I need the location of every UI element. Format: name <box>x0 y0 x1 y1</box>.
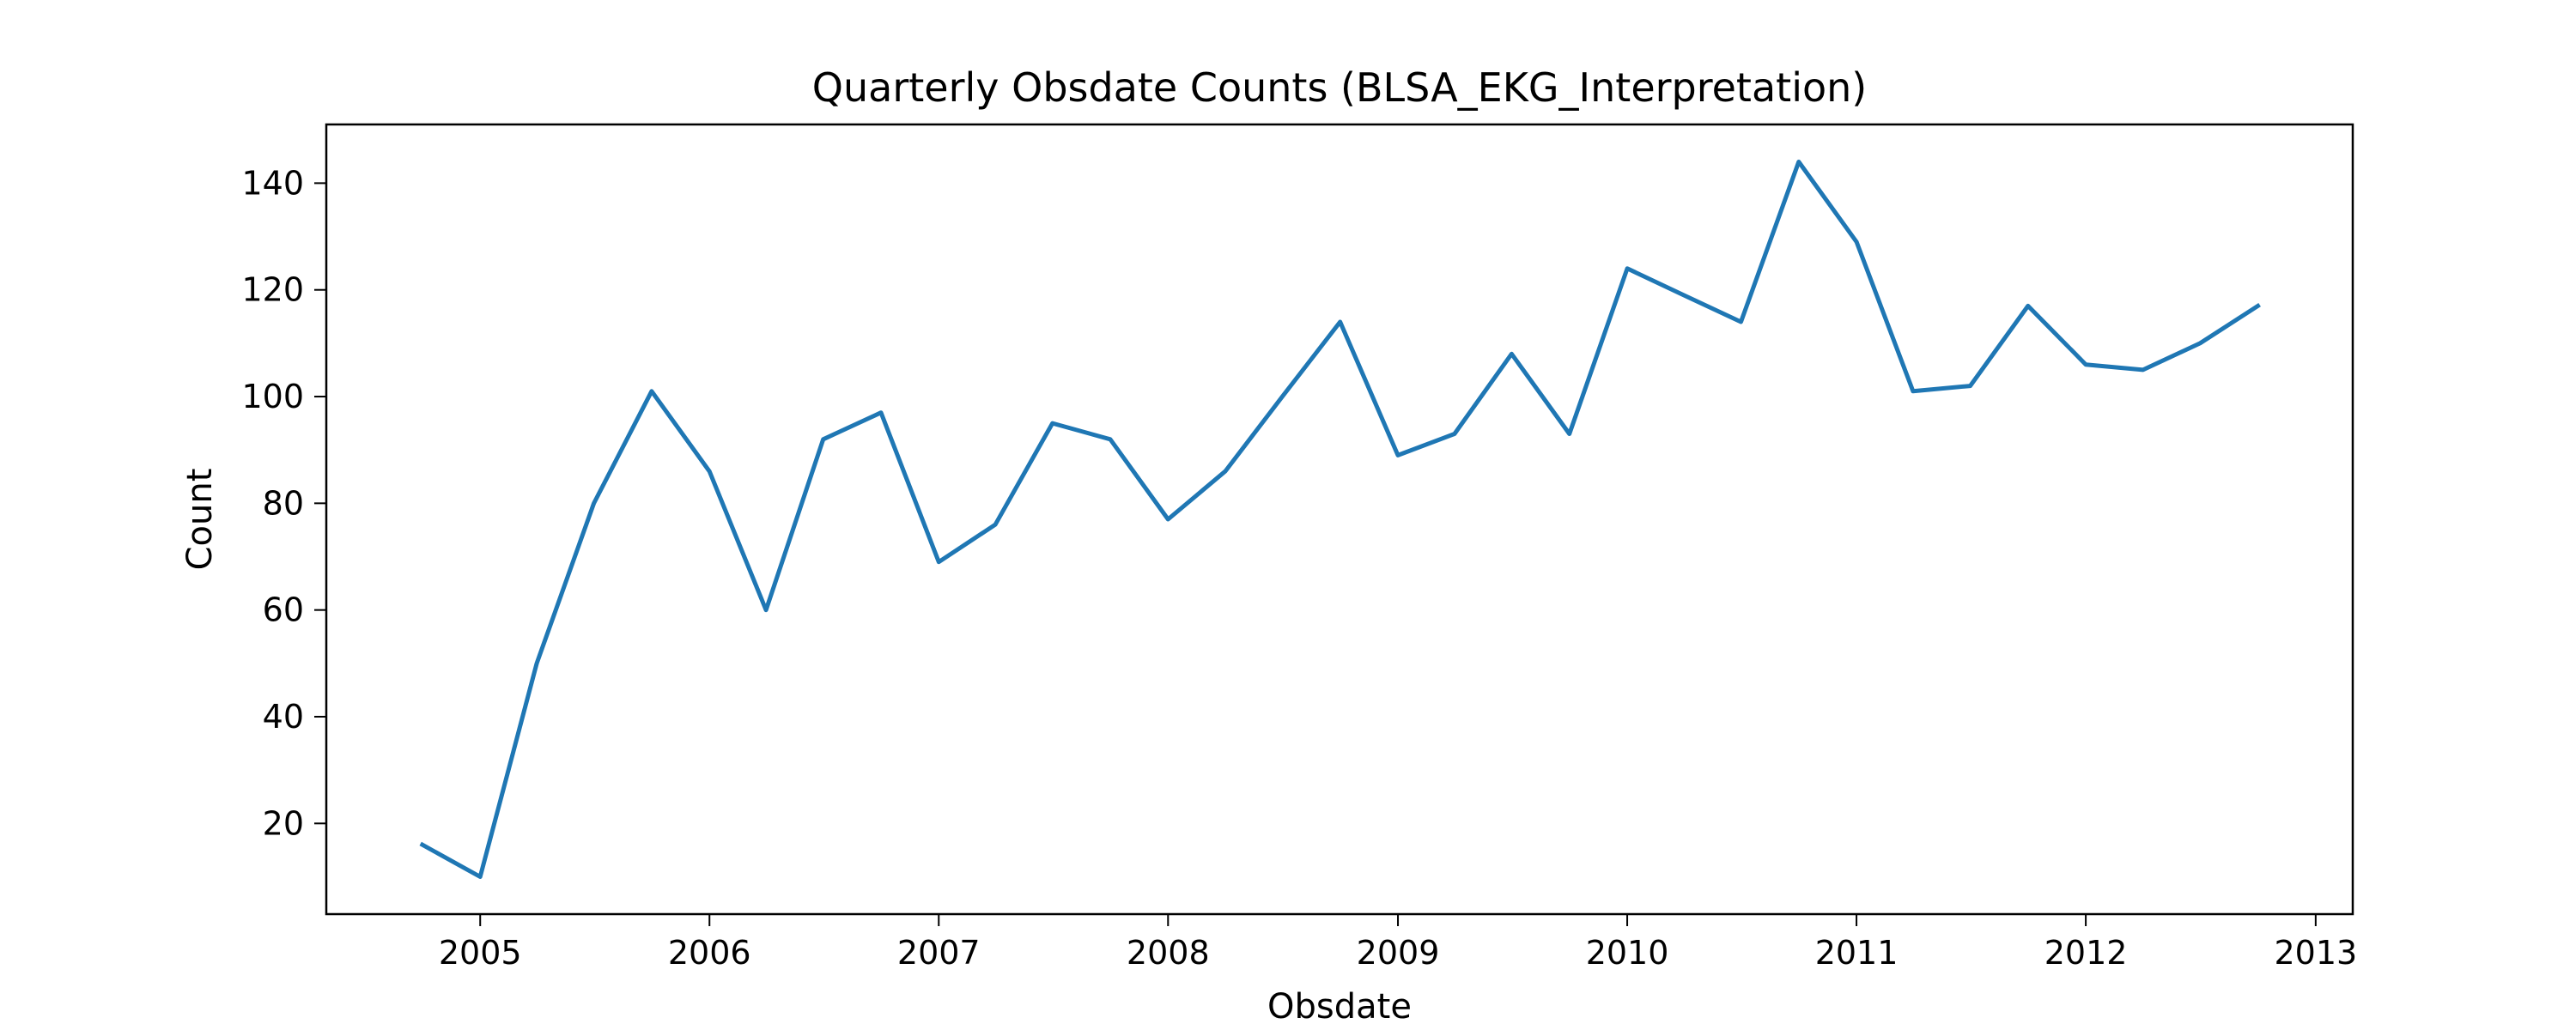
y-tick-label: 100 <box>241 378 304 415</box>
chart-title: Quarterly Obsdate Counts (BLSA_EKG_Inter… <box>812 64 1867 111</box>
plot-frame <box>325 123 2354 916</box>
y-axis: 20 40 60 80 100 120 140 <box>241 164 326 842</box>
y-tick-label: 40 <box>263 698 304 736</box>
y-tick-label: 60 <box>263 591 304 629</box>
x-tick-label: 2013 <box>2274 934 2357 972</box>
y-tick-label: 140 <box>241 164 304 202</box>
y-tick-label: 20 <box>263 804 304 842</box>
y-tick-label: 120 <box>241 271 304 309</box>
x-axis: 2005 2006 2007 2008 2009 2010 2011 2012 2013 <box>439 914 2357 972</box>
x-tick-label: 2008 <box>1127 934 1210 972</box>
x-tick-label: 2009 <box>1357 934 1440 972</box>
series-line <box>419 160 2261 879</box>
x-tick-label: 2007 <box>897 934 981 972</box>
x-tick-label: 2011 <box>1815 934 1899 972</box>
x-tick-label: 2005 <box>439 934 522 972</box>
x-tick-label: 2010 <box>1586 934 1669 972</box>
x-tick-label: 2006 <box>668 934 751 972</box>
y-tick-label: 80 <box>263 484 304 522</box>
x-axis-label: Obsdate <box>1267 987 1412 1027</box>
y-axis-label: Count <box>180 469 220 571</box>
x-tick-label: 2012 <box>2044 934 2128 972</box>
